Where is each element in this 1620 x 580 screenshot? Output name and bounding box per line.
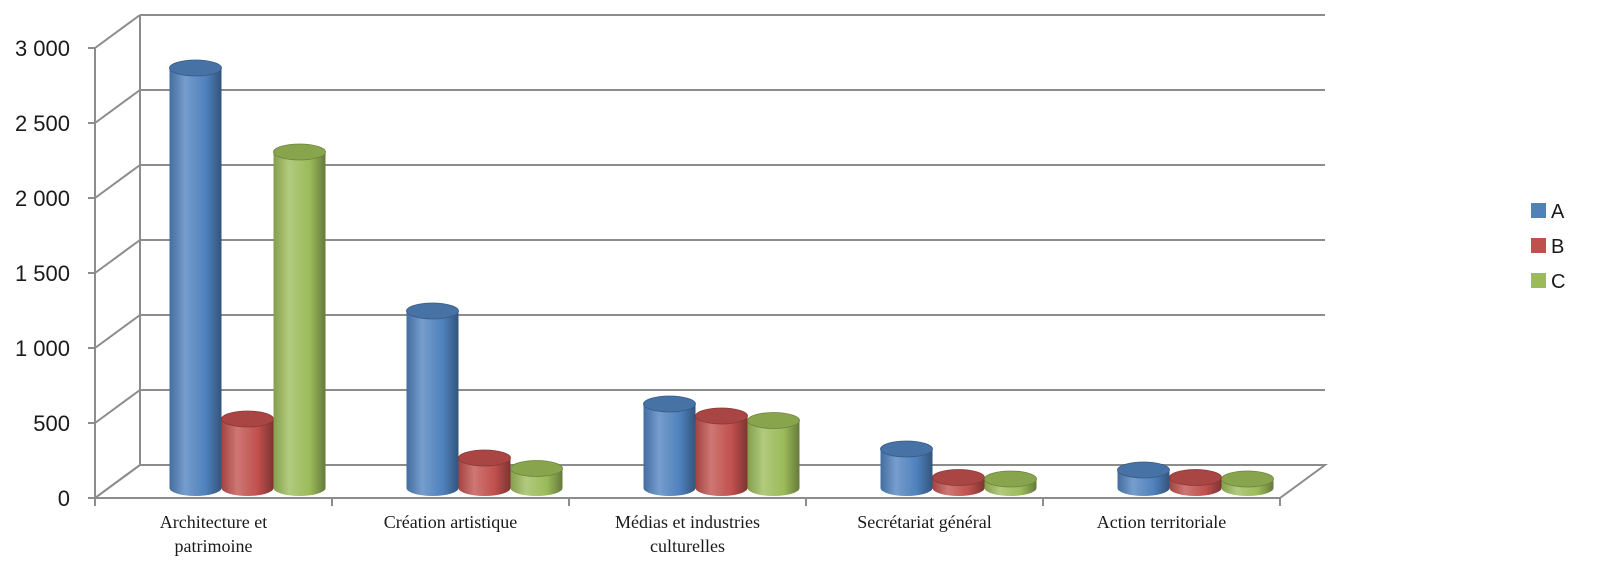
bar — [643, 395, 696, 496]
bar-top — [1169, 469, 1222, 486]
bar — [1221, 470, 1274, 496]
bar-body — [273, 152, 326, 496]
gridlines — [94, 14, 1325, 499]
x-tick-label: Création artistique — [384, 512, 517, 532]
bar — [880, 440, 933, 496]
bar-top — [695, 407, 748, 425]
bar-body — [169, 68, 222, 496]
x-tick-label: Médias et industries culturelles — [615, 512, 760, 556]
y-tick-label: 2 500 — [15, 111, 70, 136]
gridline-side — [94, 164, 141, 199]
bar-top — [1221, 470, 1274, 488]
bar-top — [747, 412, 800, 429]
gridline-side — [94, 389, 141, 424]
bar — [932, 469, 985, 496]
bar — [747, 412, 800, 496]
legend: ABC — [1531, 201, 1565, 293]
bar-top — [1117, 461, 1170, 479]
bar-top — [406, 302, 459, 320]
x-tick-label: Action territoriale — [1097, 512, 1226, 532]
bar — [1169, 469, 1222, 496]
legend-swatch — [1531, 203, 1546, 218]
y-tick-label: 1 000 — [15, 336, 70, 361]
bar-body — [406, 311, 459, 496]
gridline-side — [94, 239, 141, 274]
bar-body — [695, 416, 748, 496]
bar-top — [880, 440, 933, 458]
bar-top — [510, 460, 563, 477]
bar-top — [984, 470, 1037, 488]
bar-top — [932, 469, 985, 486]
bar-top — [273, 143, 326, 161]
legend-label: B — [1551, 236, 1564, 258]
y-tick-label: 3 000 — [15, 36, 70, 61]
bar-top — [221, 410, 274, 428]
legend-swatch — [1531, 238, 1546, 253]
y-axis: 0 500 1 000 1 500 2 000 2 500 3 000 — [15, 36, 96, 511]
bar-top — [169, 59, 222, 77]
bar-body — [458, 458, 511, 496]
y-tick-label: 500 — [33, 411, 70, 436]
bar — [273, 143, 326, 496]
x-tick-labels: Architecture et patrimoine Création artist… — [160, 512, 1226, 556]
y-tick-label: 2 000 — [15, 186, 70, 211]
legend-swatch — [1531, 273, 1546, 288]
x-tick-label: Architecture et patrimoine — [160, 512, 267, 556]
y-tick-label: 0 — [58, 486, 70, 511]
legend-label: C — [1551, 271, 1565, 293]
bars — [169, 59, 1274, 496]
gridline-side — [94, 89, 141, 124]
legend-label: A — [1551, 201, 1565, 223]
bar-top — [458, 449, 511, 467]
bar-body — [747, 420, 800, 496]
gridline-side — [94, 464, 141, 499]
bar-top — [643, 395, 696, 413]
x-axis — [94, 497, 1281, 506]
y-tick-label: 1 500 — [15, 261, 70, 286]
bar-body — [221, 419, 274, 496]
bar-body — [643, 404, 696, 496]
bar — [221, 410, 274, 496]
bar — [406, 302, 459, 496]
gridline-side — [94, 14, 141, 49]
bar — [169, 59, 222, 496]
bar-body — [880, 449, 933, 496]
bar — [984, 470, 1037, 496]
bar — [695, 407, 748, 496]
bar — [1117, 461, 1170, 496]
x-tick-label: Secrétariat général — [857, 512, 991, 532]
gridline-side — [94, 314, 141, 349]
bar — [510, 460, 563, 496]
bar — [458, 449, 511, 496]
